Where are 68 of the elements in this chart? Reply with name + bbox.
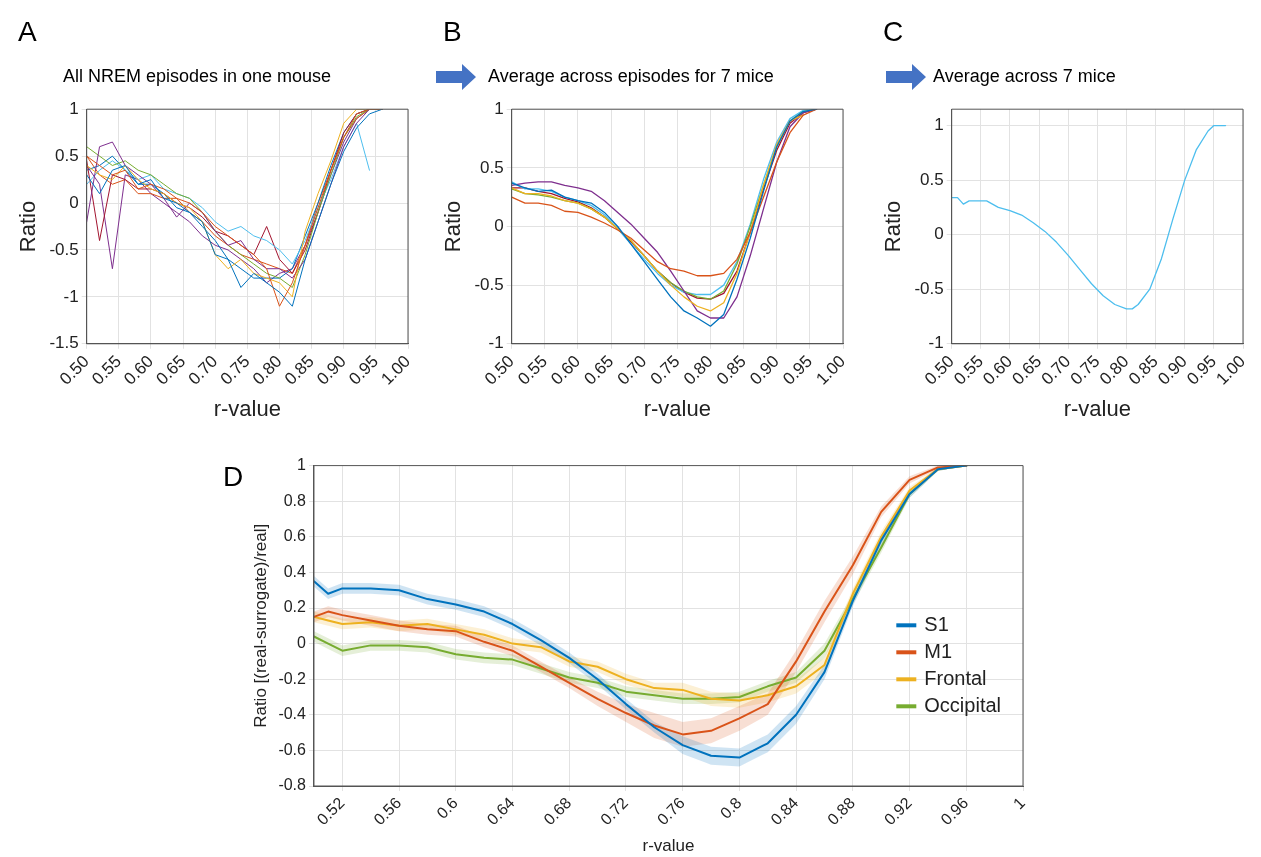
legend-label: Occipital	[924, 693, 1002, 716]
y-tick-label: -0.4	[278, 705, 307, 723]
x-tick-label: 0.60	[120, 351, 158, 389]
y-tick-label: 1	[69, 98, 79, 118]
x-tick-label: 0.80	[248, 351, 286, 389]
x-tick-label: 0.6	[433, 793, 462, 822]
x-axis-title: r-value	[642, 836, 695, 856]
text: B	[443, 16, 462, 48]
x-tick-label: 0.90	[313, 351, 350, 389]
y-tick-label: 1	[934, 115, 944, 135]
x-tick-label: 0.60	[547, 351, 585, 389]
y-tick-label: 0	[934, 224, 944, 244]
y-tick-label: 0.8	[283, 491, 307, 509]
y-tick-label: -1	[63, 286, 79, 306]
x-tick-label: 0.84	[767, 793, 802, 829]
y-axis-title: Ratio	[440, 200, 466, 253]
x-tick-label: 0.68	[540, 793, 575, 829]
y-tick-label: -0.5	[474, 274, 504, 294]
y-axis-title: Ratio	[15, 200, 41, 253]
y-tick-label: -1.5	[49, 333, 79, 353]
y-tick-label: -0.5	[914, 278, 944, 298]
y-tick-label: -1	[928, 333, 944, 353]
x-tick-label: 0.70	[613, 351, 651, 389]
y-tick-label: -1	[488, 333, 504, 353]
y-tick-label: 0.4	[283, 562, 307, 580]
x-axis-title: r-value	[1063, 395, 1131, 421]
chart-title: Average across episodes for 7 mice	[488, 66, 775, 87]
y-tick-label: 0.5	[480, 157, 504, 177]
y-tick-label: -0.2	[278, 669, 307, 687]
y-tick-label: 0.5	[920, 169, 944, 189]
x-tick-label: 0.90	[746, 351, 783, 389]
y-tick-label: -0.8	[278, 776, 307, 794]
x-tick-label: 0.88	[824, 793, 859, 829]
x-tick-label: 0.56	[370, 793, 405, 829]
chart-title: All NREM episodes in one mouse	[63, 66, 333, 87]
y-tick-label: 0	[297, 634, 307, 652]
y-axis-title: Ratio [(real-surrogate)/real]	[250, 523, 270, 728]
x-tick-label: 0.72	[597, 793, 632, 829]
chart-title: Average across 7 mice	[933, 66, 1117, 87]
y-axis-title: Ratio	[880, 200, 906, 253]
text: C	[883, 16, 904, 48]
y-tick-label: 0	[494, 216, 504, 236]
x-tick-label: 0.92	[880, 793, 915, 829]
x-tick-label: 1	[1009, 793, 1029, 813]
legend-label: Frontal	[924, 666, 987, 689]
y-tick-label: 0.2	[283, 598, 307, 616]
y-tick-label: 1	[297, 456, 307, 474]
y-tick-label: -0.6	[278, 740, 307, 758]
x-axis-title: r-value	[643, 395, 711, 421]
text: A	[18, 16, 37, 48]
x-tick-label: 0.64	[483, 793, 518, 829]
x-tick-label: 0.80	[679, 351, 717, 389]
x-tick-label: 0.50	[56, 351, 93, 389]
x-tick-label: 0.70	[184, 351, 222, 389]
legend-label: S1	[924, 612, 949, 635]
x-tick-label: 0.8	[716, 793, 745, 822]
y-tick-label: 0.6	[283, 527, 307, 545]
y-tick-label: 0.5	[55, 145, 79, 165]
x-tick-label: 0.52	[313, 793, 348, 829]
x-tick-label: 0.76	[653, 793, 688, 829]
y-tick-label: 1	[494, 98, 504, 118]
y-tick-label: 0	[69, 192, 79, 212]
x-axis-title: r-value	[213, 395, 281, 421]
legend-label: M1	[924, 639, 953, 662]
y-tick-label: -0.5	[49, 239, 79, 259]
text: D	[223, 461, 244, 493]
x-tick-label: 0.50	[481, 351, 518, 389]
x-tick-label: 0.96	[937, 793, 972, 829]
